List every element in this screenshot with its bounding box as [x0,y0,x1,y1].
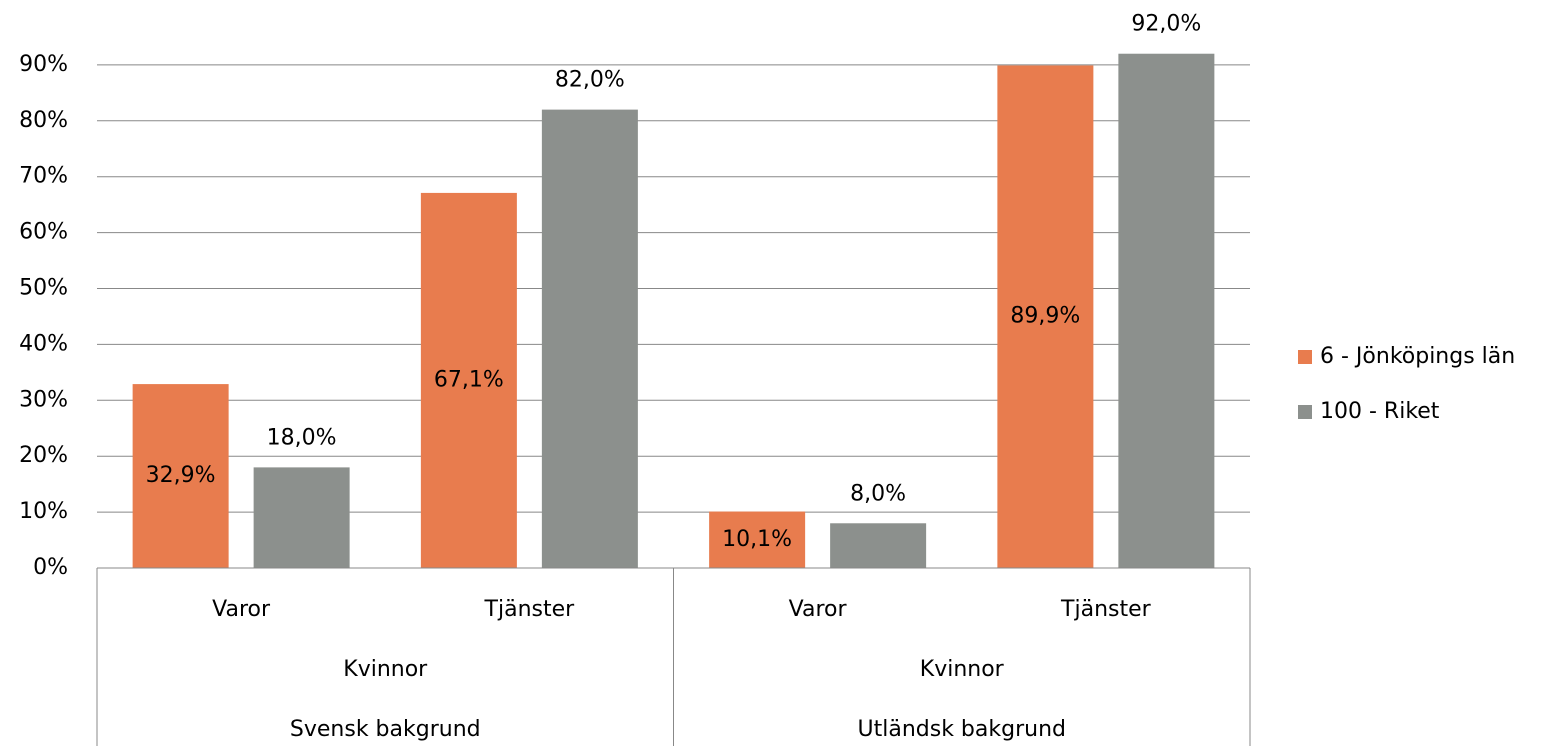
group-label: Utländsk bakgrund [858,717,1066,742]
data-label: 10,1% [722,527,792,552]
legend-label: 6 - Jönköpings län [1320,344,1515,369]
x-tick-label: Tjänster [1060,597,1152,622]
y-tick-label: 80% [19,108,68,133]
x-tick-label: Varor [789,597,848,622]
y-tick-label: 40% [19,331,68,356]
bar [541,109,638,569]
data-label: 8,0% [850,481,906,506]
data-label: 18,0% [267,425,337,450]
y-tick-label: 30% [19,387,68,412]
y-tick-label: 50% [19,276,68,301]
x-tick-label: Varor [212,597,271,622]
legend-label: 100 - Riket [1320,399,1440,424]
data-label: 67,1% [434,367,504,392]
y-tick-label: 0% [33,555,68,580]
bar [132,384,229,568]
bar [709,511,806,568]
bar [997,65,1094,569]
y-tick-label: 90% [19,52,68,77]
data-label: 32,9% [146,463,216,488]
y-tick-label: 20% [19,443,68,468]
data-label: 82,0% [555,68,625,93]
bar [1118,53,1215,569]
subgroup-label: Kvinnor [920,657,1005,682]
bar [253,467,350,568]
y-tick-label: 60% [19,220,68,245]
y-tick-label: 10% [19,499,68,524]
legend-swatch [1298,350,1312,364]
data-label: 92,0% [1131,12,1201,37]
bar [420,192,517,568]
bar [830,523,927,568]
legend-swatch [1298,405,1312,419]
x-tick-label: Tjänster [484,597,576,622]
group-label: Svensk bakgrund [290,717,481,742]
subgroup-label: Kvinnor [343,657,428,682]
data-label: 89,9% [1010,304,1080,329]
y-tick-label: 70% [19,164,68,189]
